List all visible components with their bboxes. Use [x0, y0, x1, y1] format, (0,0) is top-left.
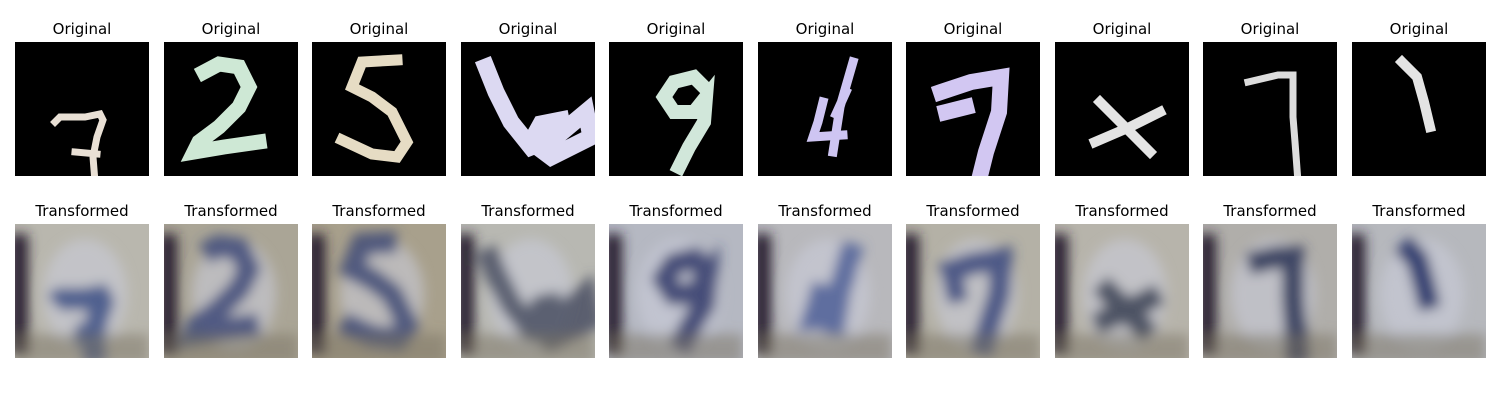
transformed-digit-image: [1352, 224, 1486, 358]
original-title: Original: [349, 20, 409, 38]
transformed-title: Transformed: [35, 202, 129, 220]
transformed-digit-image: [1055, 224, 1189, 358]
original-digit-image: [164, 42, 298, 176]
transformed-title: Transformed: [778, 202, 872, 220]
original-title: Original: [795, 20, 855, 38]
original-digit-image: [906, 42, 1040, 176]
transformed-digit-image: [164, 224, 298, 358]
original-title: Original: [943, 20, 1003, 38]
original-digit-image: [1055, 42, 1189, 176]
original-digit-image: [15, 42, 149, 176]
transformed-digit-image: [461, 224, 595, 358]
original-digit-image: [312, 42, 446, 176]
original-title: Original: [1092, 20, 1152, 38]
original-digit-image: [461, 42, 595, 176]
transformed-title: Transformed: [332, 202, 426, 220]
original-title: Original: [52, 20, 112, 38]
original-title: Original: [646, 20, 706, 38]
transformed-title: Transformed: [629, 202, 723, 220]
original-digit-image: [1352, 42, 1486, 176]
transformed-title: Transformed: [1075, 202, 1169, 220]
original-digit-image: [1203, 42, 1337, 176]
transformed-digit-image: [15, 224, 149, 358]
transformed-digit-image: [1203, 224, 1337, 358]
original-digit-image: [609, 42, 743, 176]
transformed-digit-image: [758, 224, 892, 358]
original-title: Original: [1389, 20, 1449, 38]
transformed-digit-image: [906, 224, 1040, 358]
transformed-title: Transformed: [1223, 202, 1317, 220]
original-title: Original: [1240, 20, 1300, 38]
transformed-title: Transformed: [184, 202, 278, 220]
transformed-digit-image: [312, 224, 446, 358]
transformed-title: Transformed: [1372, 202, 1466, 220]
transformed-digit-image: [609, 224, 743, 358]
transformed-title: Transformed: [481, 202, 575, 220]
original-title: Original: [201, 20, 261, 38]
original-digit-image: [758, 42, 892, 176]
transformed-title: Transformed: [926, 202, 1020, 220]
original-title: Original: [498, 20, 558, 38]
